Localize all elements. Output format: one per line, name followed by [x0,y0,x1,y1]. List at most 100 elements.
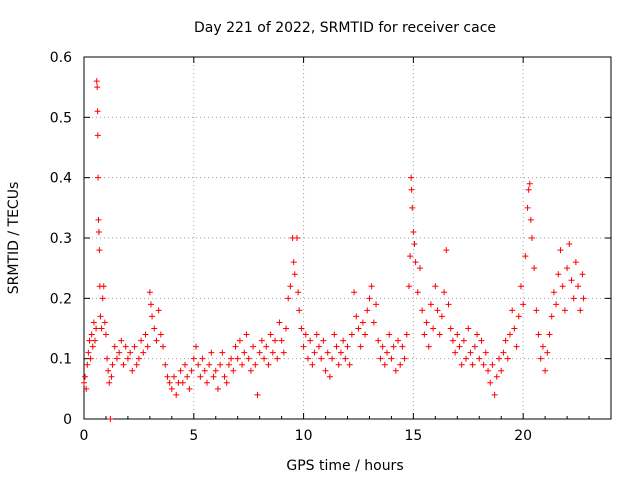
data-point [236,337,243,344]
data-point [471,343,478,350]
data-point [555,271,562,278]
data-point [535,331,542,338]
data-point [307,337,314,344]
data-point [559,283,566,290]
data-point [401,355,408,362]
data-point [412,259,419,266]
data-point [252,361,259,368]
data-point [124,355,131,362]
data-point [346,361,353,368]
data-point [392,367,399,374]
y-tick-label: 0.5 [50,110,72,126]
data-point [131,343,138,350]
data-point [324,349,331,356]
data-point [353,313,360,320]
data-point [95,174,102,181]
data-point [359,319,366,326]
data-point [267,331,274,338]
data-point [190,355,197,362]
data-point [432,283,439,290]
data-point [146,289,153,296]
data-point [425,343,432,350]
data-point [311,349,318,356]
data-point [463,355,470,362]
x-tick-label: 10 [295,428,313,444]
data-point [309,361,316,368]
data-point [373,301,380,308]
data-point [263,343,270,350]
data-point [203,379,210,386]
data-points [81,78,587,422]
data-point [296,307,303,314]
data-point [335,361,342,368]
data-point [430,325,437,332]
data-point [93,78,100,85]
data-point [88,331,95,338]
data-point [337,349,344,356]
data-point [90,319,97,326]
data-point [370,319,377,326]
data-point [320,337,327,344]
data-point [265,361,272,368]
data-point [403,331,410,338]
data-point [517,283,524,290]
data-point [577,307,584,314]
data-point [138,337,145,344]
data-point [452,349,459,356]
data-point [315,343,322,350]
data-point [102,331,109,338]
data-point [377,355,384,362]
data-point [87,355,94,362]
data-point [151,325,158,332]
data-point [357,343,364,350]
data-point [86,337,93,344]
data-point [390,343,397,350]
data-point [443,247,450,254]
data-point [333,343,340,350]
data-point [487,379,494,386]
data-point [214,385,221,392]
data-point [199,355,206,362]
data-point [445,301,452,308]
data-point [408,186,415,193]
y-axis-title: SRMTID / TECUs [6,182,22,295]
data-point [381,361,388,368]
data-point [101,319,108,326]
data-point [322,367,329,374]
data-point [272,337,279,344]
data-point [106,379,113,386]
data-point [127,349,134,356]
data-point [399,343,406,350]
data-point [254,391,261,398]
data-point [116,349,123,356]
data-point [285,295,292,302]
data-point [580,295,587,302]
data-point [287,283,294,290]
data-point [427,301,434,308]
data-point [173,391,180,398]
data-point [408,174,415,181]
data-point [520,301,527,308]
data-point [524,204,531,211]
data-point [386,331,393,338]
data-point [206,361,213,368]
data-point [423,319,430,326]
data-point [153,337,160,344]
data-point [94,84,101,91]
data-point [85,349,92,356]
data-point [469,361,476,368]
data-point [395,337,402,344]
data-point [94,132,101,139]
data-point [96,247,103,254]
data-point [480,361,487,368]
data-point [149,313,156,320]
data-point [458,361,465,368]
data-point [195,361,202,368]
data-point [118,337,125,344]
data-point [144,343,151,350]
data-point [449,337,456,344]
data-point [302,331,309,338]
data-point [397,361,404,368]
data-point [502,337,509,344]
data-point [239,361,246,368]
